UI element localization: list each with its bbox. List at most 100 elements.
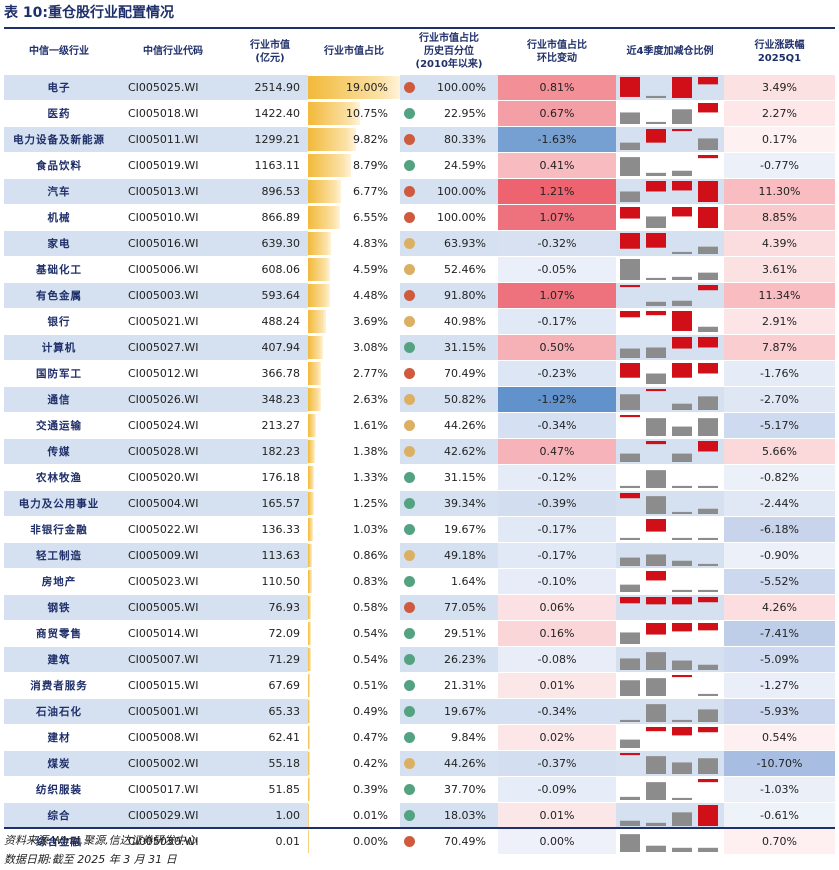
quarter-return: 7.87% [724,334,835,361]
quarter-adjust-bars [620,805,718,826]
quarter-bar-3 [672,300,692,306]
quarter-bar-3 [672,660,692,670]
table-row: 电力设备及新能源 CI005011.WI 1299.21 9.82% 80.33% -1.… [4,126,835,153]
percentile-cell: 91.80% [400,282,498,309]
quarter-adjust-cell [616,490,724,517]
share-value: 4.59% [353,263,388,276]
quarter-bar-3 [672,560,692,566]
quarter-bar-3 [672,727,692,736]
share-bar [308,76,400,99]
table-row: 机械 CI005010.WI 866.89 6.55% 100.00% 1.07% 8.85… [4,204,835,231]
quarter-bar-1 [620,557,640,566]
share-bar [308,596,311,619]
quarter-bar-2 [646,233,666,248]
share-bar [308,102,361,125]
share-cell: 8.79% [308,152,400,179]
market-value: 0.01 [232,828,308,854]
table-row: 综合 CI005029.WI 1.00 0.01% 18.03% 0.01% -0.61% [4,802,835,829]
quarter-bar-3 [672,109,692,124]
quarter-bar-1 [620,285,640,288]
percentile-dot-icon [404,342,415,353]
quarter-adjust-cell [616,334,724,361]
quarter-return: 3.49% [724,74,835,101]
quarter-bar-4 [698,363,718,374]
percentile-dot-icon [404,82,415,93]
industry-name: 非银行金融 [4,516,114,543]
percentile-dot-icon [404,836,415,847]
table-row: 食品饮料 CI005019.WI 1163.11 8.79% 24.59% 0.41% -0… [4,152,835,179]
market-value: 608.06 [232,256,308,283]
percentile-value: 77.05% [444,601,486,614]
quarter-bar-4 [698,537,718,540]
share-value: 4.83% [353,237,388,250]
percentile-value: 44.26% [444,419,486,432]
percentile-dot-icon [404,602,415,613]
percentile-cell: 40.98% [400,308,498,335]
percentile-dot-icon [404,628,415,639]
industry-code: CI005004.WI [114,490,232,517]
quarter-bar-3 [672,812,692,826]
table-row: 石油石化 CI005001.WI 65.33 0.49% 19.67% -0.34% -5.… [4,698,835,725]
table-row: 电子 CI005025.WI 2514.90 19.00% 100.00% 0.81% 3.… [4,74,835,101]
quarter-bar-1 [620,233,640,249]
quarter-bar-4 [698,847,718,852]
share-change: -0.08% [498,646,616,673]
percentile-cell: 100.00% [400,74,498,101]
quarter-adjust-cell [616,204,724,231]
quarter-bar-1 [620,537,640,540]
percentile-value: 39.34% [444,497,486,510]
market-value: 1422.40 [232,100,308,127]
quarter-adjust-cell [616,672,724,699]
share-cell: 4.48% [308,282,400,309]
quarter-bar-1 [620,719,640,722]
percentile-cell: 22.95% [400,100,498,127]
share-cell: 1.33% [308,464,400,491]
share-value: 0.51% [353,679,388,692]
industry-name: 石油石化 [4,698,114,725]
percentile-cell: 18.03% [400,802,498,829]
industry-code: CI005008.WI [114,724,232,751]
industry-name: 煤炭 [4,750,114,777]
percentile-dot-icon [404,160,415,171]
share-value: 19.00% [346,81,388,94]
industry-name: 综合金融 [4,828,114,854]
percentile-cell: 31.15% [400,334,498,361]
quarter-bar-4 [698,207,718,228]
industry-code: CI005019.WI [114,152,232,179]
quarter-bar-1 [620,453,640,462]
quarter-return: -0.90% [724,542,835,569]
percentile-dot-icon [404,810,415,821]
quarter-bar-1 [620,680,640,696]
industry-name: 计算机 [4,334,114,361]
quarter-bar-1 [620,77,640,97]
quarter-return: 8.85% [724,204,835,231]
table-row: 计算机 CI005027.WI 407.94 3.08% 31.15% 0.50% 7.87… [4,334,835,361]
share-bar [308,466,315,489]
share-value: 0.39% [353,783,388,796]
percentile-value: 37.70% [444,783,486,796]
percentile-cell: 19.67% [400,698,498,725]
industry-name: 消费者服务 [4,672,114,699]
quarter-bar-2 [646,347,666,358]
percentile-value: 100.00% [437,211,486,224]
industry-name: 轻工制造 [4,542,114,569]
quarter-bar-2 [646,519,666,532]
quarter-adjust-bars [620,233,718,254]
quarter-bar-3 [672,276,692,280]
percentile-value: 50.82% [444,393,486,406]
quarter-adjust-bars [620,571,718,592]
share-change: 0.06% [498,594,616,621]
quarter-adjust-bars [620,155,718,176]
share-change: 0.01% [498,802,616,829]
percentile-value: 49.18% [444,549,486,562]
quarter-bar-2 [646,277,666,280]
quarter-bar-2 [646,704,666,722]
share-bar [308,570,313,593]
share-change: 0.81% [498,74,616,101]
quarter-bar-2 [646,845,666,852]
share-change: 1.07% [498,282,616,309]
percentile-dot-icon [404,290,415,301]
quarter-adjust-cell [616,74,724,101]
quarter-adjust-cell [616,724,724,751]
quarter-bar-3 [672,311,692,331]
